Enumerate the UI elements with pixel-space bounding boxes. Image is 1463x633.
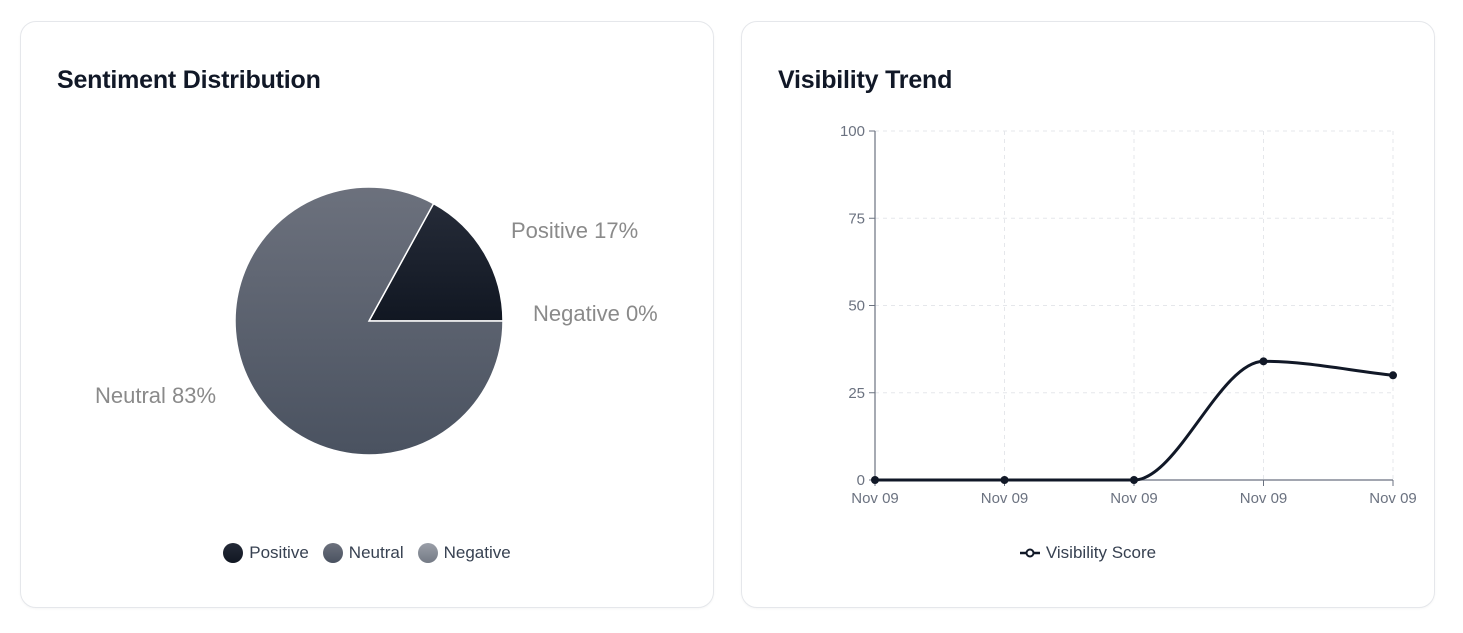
legend-swatch-positive [223,543,244,563]
sentiment-legend: Positive Neutral Negative [21,543,713,563]
data-point-visibility-score[interactable] [1259,357,1268,366]
sentiment-pie-chart: Positive 17% Negative 0% Neutral 83% [95,186,658,456]
legend-label-positive: Positive [249,543,309,562]
x-tick-label: Nov 09 [981,490,1029,507]
data-point-visibility-score[interactable] [1389,371,1397,380]
legend-item-visibility-score[interactable]: Visibility Score [1019,543,1157,563]
pie-label-positive: Positive 17% [511,218,638,243]
series-line-visibility-score [874,359,1394,482]
y-tick-label: 0 [857,472,865,489]
x-tick-label: Nov 09 [1369,490,1417,507]
visibility-line-chart: 0 25 50 75 100 Nov 09 Nov 09 Nov 09 Nov 09 Nov 09 [840,123,1417,507]
x-tick-label: Nov 09 [1110,490,1158,507]
data-point-visibility-score[interactable] [1130,476,1138,484]
pie-slice-neutral[interactable] [234,186,504,456]
legend-swatch-neutral [322,543,343,563]
legend-label-neutral: Neutral [348,543,404,562]
x-tick-label: Nov 09 [1240,490,1288,507]
pie-label-negative: Negative 0% [533,301,658,326]
legend-label-visibility-score: Visibility Score [1045,543,1157,562]
line-legend-icon [1019,548,1040,558]
pie-label-neutral: Neutral 83% [95,383,216,408]
pie-slice-positive[interactable] [367,202,504,322]
legend-item-positive[interactable]: Positive [223,543,309,563]
y-tick-label: 50 [848,298,865,315]
legend-swatch-negative [417,543,438,563]
trend-legend: Visibility Score [742,543,1434,563]
y-tick-label: 25 [848,385,865,402]
legend-item-neutral[interactable]: Neutral [322,543,404,563]
data-point-visibility-score[interactable] [1000,476,1009,484]
sentiment-card-title: Sentiment Distribution [57,66,321,94]
legend-label-negative: Negative [443,543,511,562]
sentiment-distribution-card: Sentiment Distribution Positive 17% Nega… [20,21,714,608]
y-tick-label: 100 [840,123,865,140]
visibility-trend-card: Visibility Trend 0 25 50 75 100 Nov 09 Nov 09 N… [741,21,1435,608]
x-tick-label: Nov 09 [851,490,899,507]
y-tick-label: 75 [848,210,865,227]
data-point-visibility-score[interactable] [871,476,879,484]
legend-item-negative[interactable]: Negative [417,543,511,563]
trend-card-title: Visibility Trend [778,66,953,94]
